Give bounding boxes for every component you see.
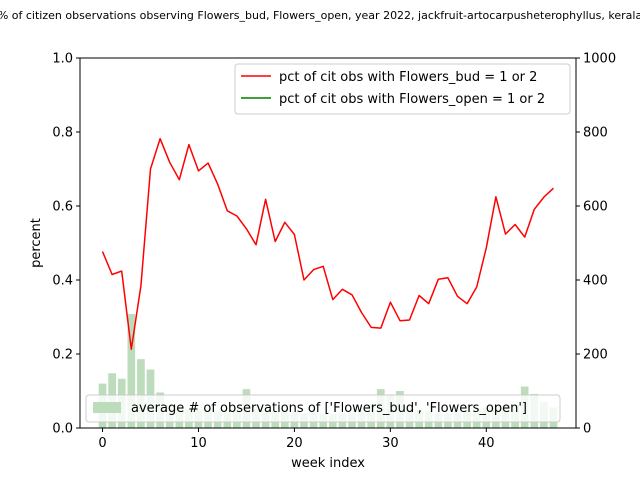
legend-label-flowers-open: pct of cit obs with Flowers_open = 1 or … [279,92,545,107]
y-tick-label: 1.0 [52,52,73,67]
observation-bar [127,314,136,428]
x-tick-label: 10 [190,436,207,451]
y2-tick-label: 1000 [583,52,616,67]
y-tick-label: 0.2 [52,348,73,363]
y-tick-label: 0.4 [52,274,73,289]
series-line-0 [101,137,555,350]
x-tick-label: 20 [286,436,303,451]
y2-tick-label: 200 [583,348,608,363]
x-axis-label: week index [291,456,365,471]
y-tick-label: 0.6 [52,200,73,215]
legend-label-observations: average # of observations of ['Flowers_b… [131,401,527,416]
x-tick-label: 40 [478,436,495,451]
y2-tick-label: 0 [583,422,591,437]
legend-bars-box [85,394,561,423]
y2-tick-label: 800 [583,126,608,141]
y2-tick-label: 400 [583,274,608,289]
lines-layer [101,137,555,350]
legend-lines: pct of cit obs with Flowers_bud = 1 or 2… [234,63,571,115]
y-axis-label: percent [29,218,44,268]
x-tick-label: 30 [382,436,399,451]
legend-bars: average # of observations of ['Flowers_b… [85,394,561,423]
chart-title: % of citizen observations observing Flow… [0,9,640,22]
y-axis-right: 0 200 400 600 800 1000 [576,52,616,437]
x-axis: 0 10 20 30 40 [98,428,495,451]
plot-area-frame [79,57,577,429]
y-tick-label: 0.0 [52,422,73,437]
legend-swatch-observations [93,402,121,413]
x-tick-label: 0 [98,436,106,451]
y-tick-label: 0.8 [52,126,73,141]
y-axis-left: 0.0 0.2 0.4 0.6 0.8 1.0 [52,52,80,437]
legend-label-flowers-bud: pct of cit obs with Flowers_bud = 1 or 2 [279,70,537,85]
y2-tick-label: 600 [583,200,608,215]
observation-bar [137,359,145,428]
legend-lines-box [234,63,571,115]
